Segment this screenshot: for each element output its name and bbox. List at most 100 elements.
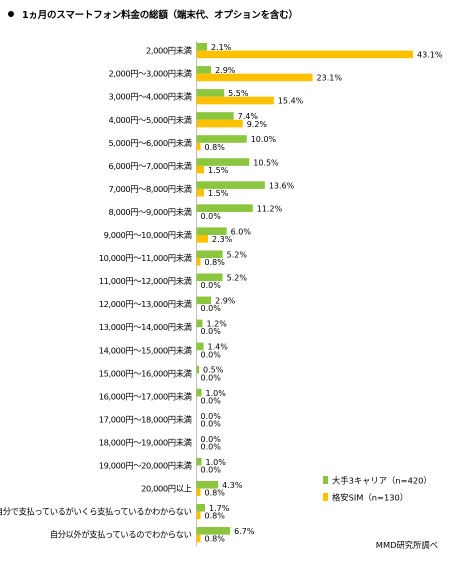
category-label: 6,000円～7,000円未満 bbox=[109, 161, 192, 171]
bar-major-carrier bbox=[196, 296, 212, 305]
data-label: 0.0% bbox=[201, 466, 222, 475]
data-label: 5.5% bbox=[228, 89, 249, 98]
category-label: 18,000円～19,000円未満 bbox=[99, 437, 192, 447]
category-label: 9,000円～10,000円未満 bbox=[104, 230, 192, 240]
data-label: 9.2% bbox=[247, 120, 268, 129]
category-label: 19,000円～20,000円未満 bbox=[99, 461, 192, 471]
legend-swatch bbox=[323, 476, 328, 484]
bar-major-carrier bbox=[196, 365, 200, 374]
bar-mvno-sim bbox=[196, 188, 205, 197]
category-label: 16,000円～17,000円未満 bbox=[99, 391, 192, 401]
data-label: 6.0% bbox=[231, 227, 252, 236]
data-label: 0.0% bbox=[201, 419, 222, 428]
chart-title-row: 1ヵ月のスマートフォン料金の総額（端末代、オプションを含む） bbox=[8, 5, 298, 23]
category-label: 2,000円未満 bbox=[146, 46, 192, 56]
data-label: 0.8% bbox=[205, 512, 226, 521]
data-label: 13.6% bbox=[269, 181, 295, 190]
bar-major-carrier bbox=[196, 504, 206, 512]
bar-mvno-sim bbox=[196, 165, 205, 174]
category-label: 17,000円～18,000円未満 bbox=[99, 414, 192, 424]
data-label: 0.0% bbox=[201, 442, 222, 451]
bar-major-carrier bbox=[196, 135, 247, 143]
bar-major-carrier bbox=[196, 319, 203, 328]
bar-major-carrier bbox=[196, 457, 202, 466]
data-label: 0.8% bbox=[205, 489, 226, 498]
bar-major-carrier bbox=[196, 227, 227, 235]
bar-mvno-sim bbox=[196, 258, 201, 266]
category-label: 3,000円～4,000円未満 bbox=[109, 92, 192, 102]
bar-major-carrier bbox=[196, 112, 234, 120]
data-label: 1.4% bbox=[208, 343, 229, 352]
data-label: 2.1% bbox=[211, 43, 232, 52]
category-label: 2,000円～3,000円未満 bbox=[109, 69, 192, 79]
data-label: 2.3% bbox=[212, 235, 233, 244]
bar-major-carrier bbox=[196, 527, 231, 535]
bar-major-carrier bbox=[196, 342, 204, 351]
bar-major-carrier bbox=[196, 89, 225, 97]
category-label: 自分で支払っているがいくら支払っているかわからない bbox=[0, 507, 192, 517]
bar-major-carrier bbox=[196, 480, 219, 489]
data-label: 5.2% bbox=[227, 274, 248, 283]
category-label: 4,000円～5,000円未満 bbox=[109, 115, 192, 125]
category-label: 11,000円～12,000円未満 bbox=[99, 276, 192, 286]
bar-major-carrier bbox=[196, 158, 250, 166]
bar-mvno-sim bbox=[196, 534, 201, 543]
data-label: 0.0% bbox=[201, 350, 222, 359]
data-label: 0.0% bbox=[201, 412, 222, 421]
category-label: 自分以外が支払っているのでわからない bbox=[50, 530, 192, 540]
data-label: 0.0% bbox=[201, 435, 222, 444]
bar-mvno-sim bbox=[196, 73, 313, 82]
data-label: 0.0% bbox=[201, 396, 222, 405]
data-label: 0.0% bbox=[201, 373, 222, 382]
data-label: 1.7% bbox=[209, 504, 230, 513]
bullet-icon bbox=[8, 11, 14, 17]
data-label: 0.0% bbox=[201, 327, 222, 336]
data-label: 15.4% bbox=[278, 97, 304, 106]
data-label: 0.8% bbox=[205, 258, 226, 267]
data-label: 1.5% bbox=[208, 166, 229, 175]
data-label: 1.0% bbox=[206, 389, 227, 398]
legend-label: 格安SIM（n=130） bbox=[332, 493, 408, 503]
data-label: 0.8% bbox=[205, 143, 226, 152]
data-label: 1.2% bbox=[207, 320, 228, 329]
bar-mvno-sim bbox=[196, 96, 274, 105]
data-label: 2.9% bbox=[215, 66, 236, 75]
category-label: 14,000円～15,000円未満 bbox=[99, 345, 192, 355]
bar-mvno-sim bbox=[196, 119, 243, 128]
data-label: 0.8% bbox=[205, 535, 226, 544]
data-label: 11.2% bbox=[257, 204, 283, 213]
data-label: 43.1% bbox=[417, 51, 443, 60]
chart-title: 1ヵ月のスマートフォン料金の総額（端末代、オプションを含む） bbox=[22, 10, 298, 21]
bar-mvno-sim bbox=[196, 142, 201, 151]
data-label: 0.0% bbox=[201, 304, 222, 313]
category-label: 20,000円以上 bbox=[141, 484, 191, 494]
category-label: 15,000円～16,000円未満 bbox=[99, 368, 192, 378]
bar-mvno-sim bbox=[196, 235, 209, 243]
category-label: 10,000円～11,000円未満 bbox=[99, 253, 192, 263]
legend-swatch bbox=[323, 493, 328, 501]
data-label: 23.1% bbox=[317, 74, 343, 83]
data-label: 0.0% bbox=[201, 281, 222, 290]
data-label: 0.0% bbox=[201, 212, 222, 221]
data-label: 10.5% bbox=[253, 158, 279, 167]
data-label: 6.7% bbox=[234, 527, 255, 536]
data-label: 5.2% bbox=[227, 250, 248, 259]
category-label: 12,000円～13,000円未満 bbox=[99, 299, 192, 309]
bar-major-carrier bbox=[196, 181, 265, 189]
data-label: 2.9% bbox=[215, 297, 236, 306]
bar-mvno-sim bbox=[196, 511, 201, 520]
data-label: 10.0% bbox=[251, 135, 277, 144]
category-label: 7,000円～8,000円未満 bbox=[109, 184, 192, 194]
data-label: 1.5% bbox=[208, 189, 229, 198]
bar-major-carrier bbox=[196, 388, 202, 397]
category-label: 13,000円～14,000円未満 bbox=[99, 322, 192, 332]
bar-major-carrier bbox=[196, 43, 208, 51]
source-note: MMD研究所調べ bbox=[375, 540, 438, 550]
bar-major-carrier bbox=[196, 273, 223, 282]
bar-mvno-sim bbox=[196, 50, 413, 59]
data-label: 0.5% bbox=[203, 366, 224, 375]
bar-major-carrier bbox=[196, 204, 253, 212]
data-label: 7.4% bbox=[238, 112, 259, 121]
data-label: 4.3% bbox=[222, 481, 243, 490]
